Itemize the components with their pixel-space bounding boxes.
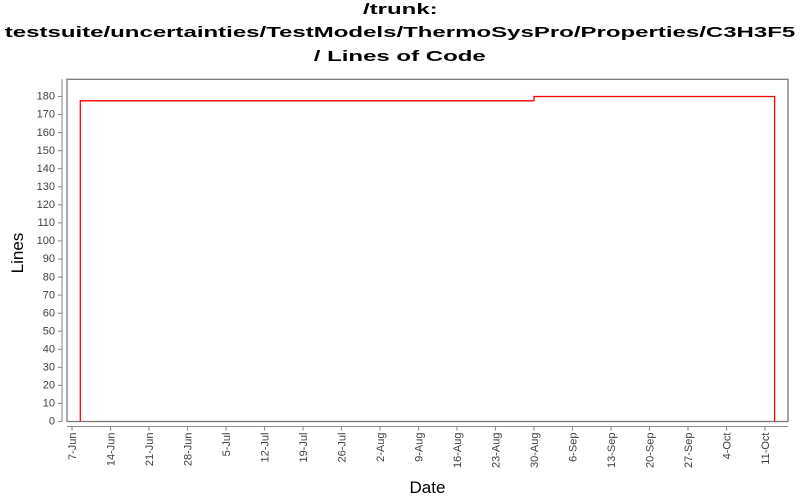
svg-text:5-Jul: 5-Jul: [221, 433, 233, 457]
svg-text:40: 40: [43, 344, 55, 356]
svg-text:100: 100: [37, 235, 55, 247]
svg-text:140: 140: [37, 163, 55, 175]
svg-text:160: 160: [37, 127, 55, 139]
svg-text:180: 180: [37, 91, 55, 103]
svg-text:150: 150: [37, 145, 55, 157]
svg-text:170: 170: [37, 109, 55, 121]
svg-text:13-Sep: 13-Sep: [606, 433, 618, 468]
svg-text:2-Aug: 2-Aug: [375, 433, 387, 462]
svg-text:21-Jun: 21-Jun: [144, 433, 156, 467]
svg-text:90: 90: [43, 253, 55, 265]
svg-text:14-Jun: 14-Jun: [106, 433, 118, 467]
svg-text:30-Aug: 30-Aug: [529, 433, 541, 468]
svg-text:12-Jul: 12-Jul: [260, 433, 272, 463]
svg-text:110: 110: [37, 217, 55, 229]
svg-text:28-Jun: 28-Jun: [183, 433, 195, 467]
svg-text:120: 120: [37, 199, 55, 211]
svg-text:30: 30: [43, 362, 55, 374]
svg-text:80: 80: [43, 271, 55, 283]
svg-text:26-Jul: 26-Jul: [337, 433, 349, 463]
svg-text:7-Jun: 7-Jun: [67, 433, 79, 461]
svg-text:6-Sep: 6-Sep: [568, 433, 580, 462]
svg-text:20-Sep: 20-Sep: [645, 433, 657, 468]
svg-text:0: 0: [49, 416, 55, 428]
svg-text:20: 20: [43, 380, 55, 392]
svg-text:10: 10: [43, 398, 55, 410]
svg-text:27-Sep: 27-Sep: [683, 433, 695, 468]
svg-text:130: 130: [37, 181, 55, 193]
svg-text:4-Oct: 4-Oct: [722, 433, 734, 460]
svg-text:16-Aug: 16-Aug: [452, 433, 464, 468]
svg-text:50: 50: [43, 325, 55, 337]
svg-text:19-Jul: 19-Jul: [298, 433, 310, 463]
svg-text:70: 70: [43, 289, 55, 301]
svg-text:23-Aug: 23-Aug: [491, 433, 503, 468]
svg-text:9-Aug: 9-Aug: [414, 433, 426, 462]
svg-text:60: 60: [43, 307, 55, 319]
svg-text:11-Oct: 11-Oct: [760, 433, 772, 465]
